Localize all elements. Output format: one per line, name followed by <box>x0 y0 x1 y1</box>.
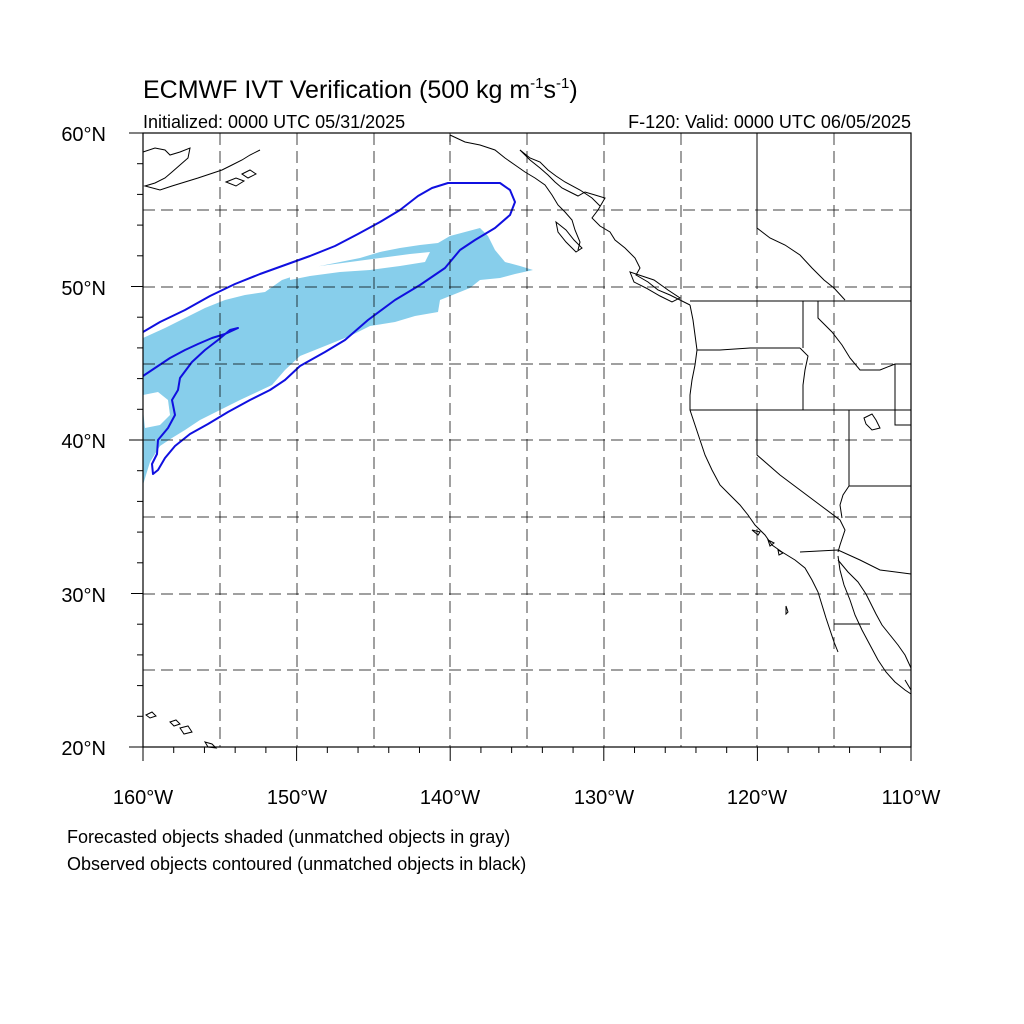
lon-label-130w: 130°W <box>574 787 634 809</box>
valid-time: F-120: Valid: 0000 UTC 06/05/2025 <box>628 112 911 132</box>
alaska-islands <box>224 169 257 187</box>
forecast-object-hole <box>143 392 170 428</box>
southeast-alaska-coast <box>519 149 691 306</box>
lat-label-40n: 40°N <box>61 431 106 453</box>
canada-alaska-border <box>449 135 601 207</box>
lon-label-120w: 120°W <box>727 787 787 809</box>
tick-marks <box>129 132 912 761</box>
us-west-coast <box>689 304 839 653</box>
lon-label-110w: 110°W <box>882 787 941 809</box>
lat-label-20n: 20°N <box>61 738 106 760</box>
lat-label-60n: 60°N <box>61 124 106 146</box>
alaska-gulf-coast <box>449 134 581 251</box>
coastlines <box>142 134 912 749</box>
observed-objects <box>142 182 516 475</box>
latitude-labels: 60°N 50°N 40°N 30°N 20°N <box>61 124 106 760</box>
legend-forecast-note: Forecasted objects shaded (unmatched obj… <box>67 827 510 847</box>
forecast-objects <box>143 228 533 485</box>
california-nevada-border <box>756 410 846 553</box>
great-salt-lake <box>863 413 881 431</box>
map-title: ECMWF IVT Verification (500 kg m-1s-1) <box>143 75 578 104</box>
political-boundaries <box>449 133 912 625</box>
baja-california-east-coast <box>837 555 912 695</box>
gridlines <box>143 133 911 747</box>
hawaii-islands <box>145 711 218 749</box>
oregon-north-border <box>697 347 800 351</box>
lat-label-30n: 30°N <box>61 585 106 607</box>
us-mexico-border <box>799 549 912 575</box>
forecast-object-main <box>143 228 533 485</box>
forecast-object-gap <box>290 252 430 280</box>
wyoming-border <box>894 364 911 426</box>
longitude-labels: 160°W 150°W 140°W 130°W 120°W 110°W <box>113 787 941 809</box>
lat-label-50n: 50°N <box>61 278 106 300</box>
channel-islands <box>751 529 789 616</box>
legend-observed-note: Observed objects contoured (unmatched ob… <box>67 854 526 874</box>
idaho-montana-border <box>817 301 911 371</box>
bc-islands <box>555 220 681 303</box>
oregon-idaho-border <box>799 347 809 410</box>
nevada-arizona-border <box>839 485 850 519</box>
lon-label-140w: 140°W <box>420 787 480 809</box>
initialized-time: Initialized: 0000 UTC 05/31/2025 <box>143 112 405 132</box>
observed-object-contour <box>142 182 516 475</box>
gulf-of-california-coast <box>837 559 912 669</box>
alaska-peninsula-coast <box>142 147 261 191</box>
lon-label-160w: 160°W <box>113 787 173 809</box>
lon-label-150w: 150°W <box>267 787 327 809</box>
bc-alberta-border <box>756 133 846 301</box>
